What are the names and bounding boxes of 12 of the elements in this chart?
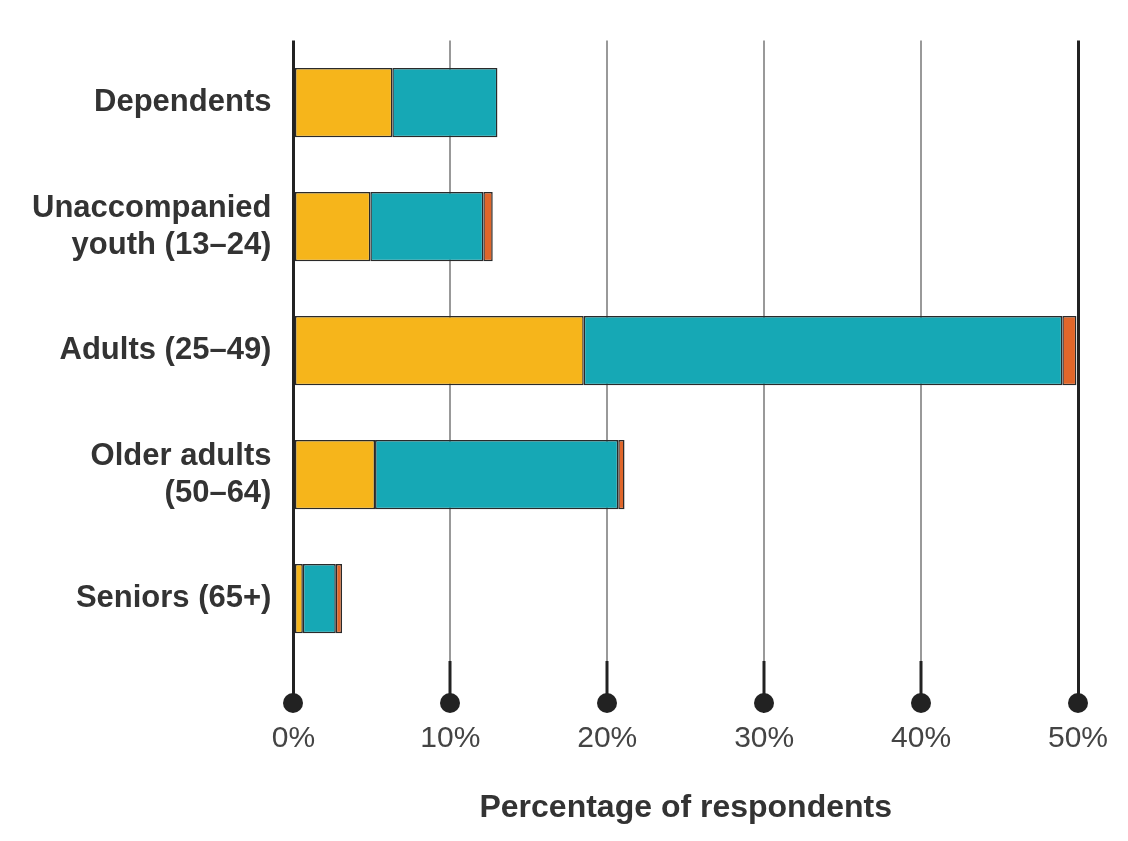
y-tick-label: Dependents xyxy=(94,83,272,119)
y-tick-label: Seniors (65+) xyxy=(75,579,272,615)
x-axis-title: Percentage of respondents xyxy=(479,787,892,824)
x-tick-label: 30% xyxy=(734,719,795,753)
y-tick-label: Adults (25–49) xyxy=(59,331,272,367)
y-tick-label: Older adults (50–64) xyxy=(90,436,272,509)
x-tick-label: 10% xyxy=(420,719,481,753)
x-tick-label: 50% xyxy=(1047,719,1109,753)
x-tick-label: 20% xyxy=(577,719,638,753)
x-tick-label: 40% xyxy=(891,719,952,753)
x-tick-label: 0% xyxy=(271,719,316,753)
y-tick-label: Unaccompanied youth (13–24) xyxy=(31,188,272,261)
